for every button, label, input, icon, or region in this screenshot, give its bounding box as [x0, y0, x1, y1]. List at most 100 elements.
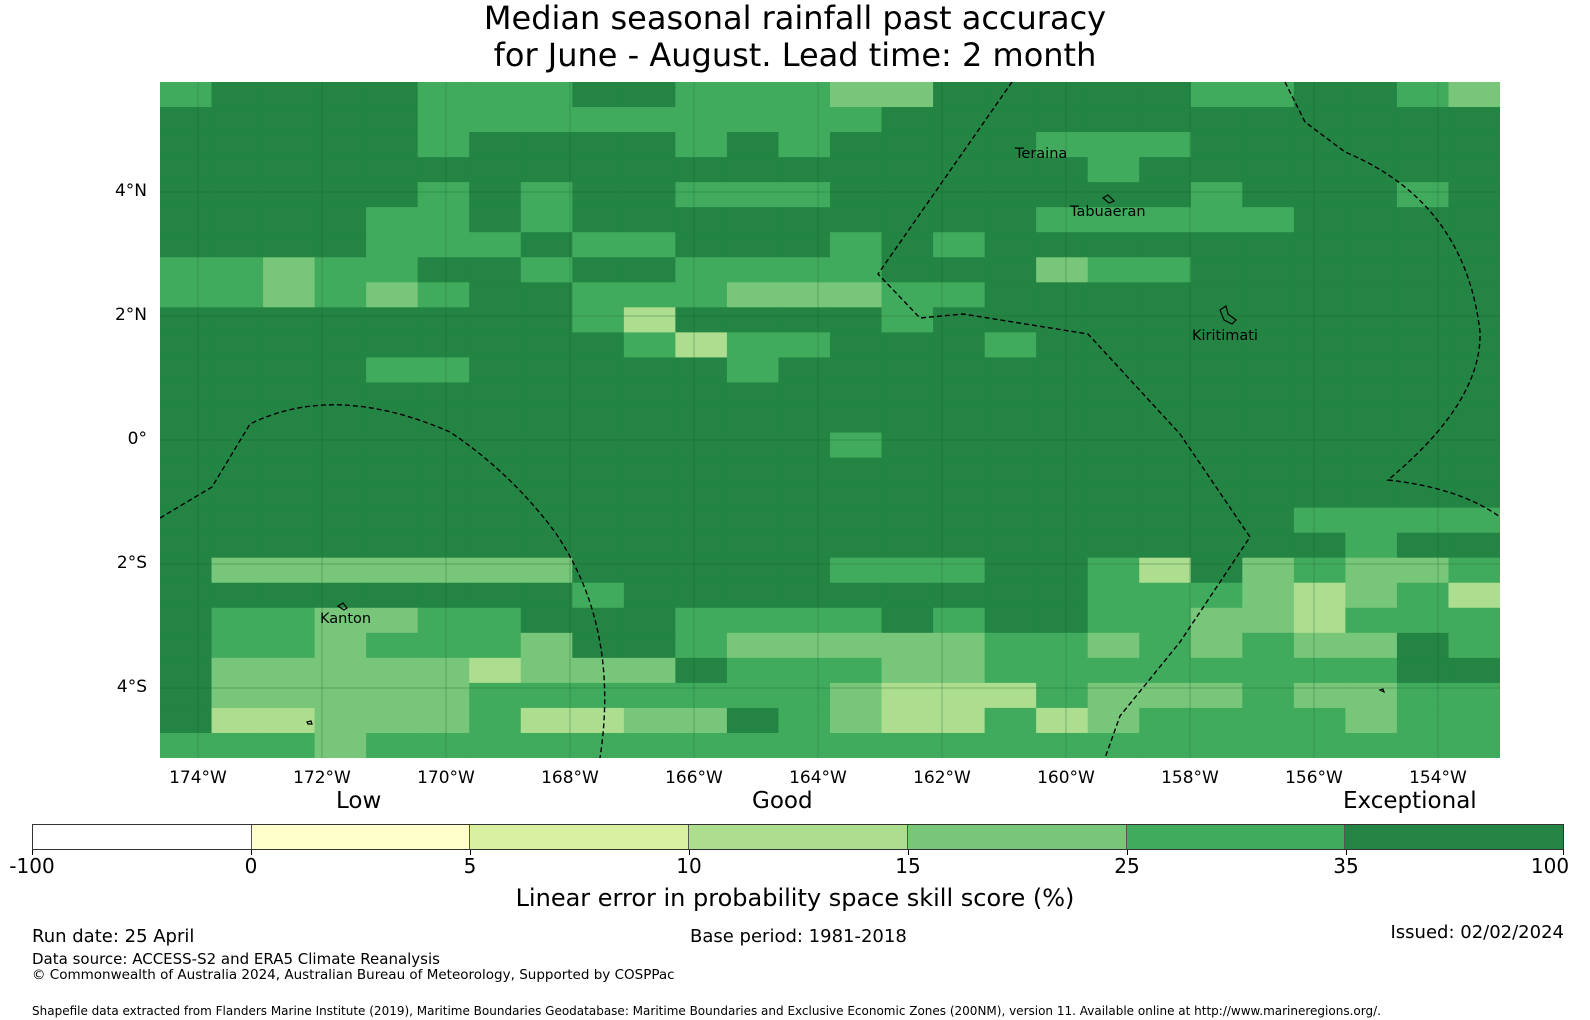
- grid-cell: [1293, 407, 1346, 434]
- category-good: Good: [752, 788, 813, 814]
- grid-cell: [263, 382, 316, 409]
- grid-cell: [263, 707, 316, 734]
- grid-cell: [469, 157, 522, 183]
- grid-cell: [520, 282, 573, 308]
- grid-cell: [520, 682, 573, 709]
- grid-cell: [830, 182, 883, 208]
- grid-cell: [933, 632, 986, 659]
- kiribati-line-islands-eez-east: [1284, 82, 1500, 518]
- grid-cell: [263, 482, 316, 509]
- grid-cell: [623, 357, 676, 384]
- grid-cell: [469, 557, 522, 584]
- grid-cell: [933, 657, 986, 684]
- grid-cell: [1345, 307, 1398, 333]
- grid-cell: [211, 457, 264, 484]
- grid-cell: [933, 257, 986, 283]
- grid-cell: [1139, 532, 1192, 559]
- grid-cell: [1448, 732, 1500, 758]
- grid-cell: [881, 457, 934, 484]
- grid-cell: [1396, 482, 1450, 509]
- copyright: © Commonwealth of Australia 2024, Austra…: [32, 967, 675, 983]
- grid-cell: [778, 657, 831, 684]
- kiritimati-outline: [1219, 305, 1237, 325]
- grid-cell: [830, 607, 883, 634]
- grid-cell: [675, 482, 728, 509]
- grid-cell: [417, 257, 470, 283]
- grid-cell: [520, 107, 573, 133]
- colorbar-segment-7: [1345, 825, 1564, 849]
- grid-cell: [675, 282, 728, 308]
- grid-cell: [1087, 407, 1140, 434]
- grid-cell: [1139, 207, 1192, 233]
- grid-cell: [417, 482, 470, 509]
- grid-cell: [778, 332, 831, 359]
- grid-cell: [623, 332, 676, 359]
- grid-cell: [1293, 632, 1346, 659]
- grid-cell: [984, 382, 1037, 409]
- grid-cell: [984, 207, 1037, 233]
- grid-cell: [1190, 257, 1243, 283]
- grid-cell: [263, 407, 316, 434]
- grid-cell: [160, 532, 213, 559]
- grid-cell: [726, 732, 780, 758]
- grid-cell: [1396, 282, 1450, 308]
- grid-cell: [778, 507, 831, 534]
- grid-cell: [1190, 357, 1243, 384]
- data-source: Data source: ACCESS-S2 and ERA5 Climate …: [32, 950, 440, 968]
- grid-cell: [778, 532, 831, 559]
- grid-cell: [830, 632, 883, 659]
- grid-cell: [984, 582, 1037, 609]
- grid-cell: [314, 332, 367, 359]
- grid-cell: [520, 357, 573, 384]
- grid-cell: [160, 507, 213, 534]
- grid-cell: [160, 682, 213, 709]
- grid-cell: [1036, 407, 1089, 434]
- grid-cell: [726, 82, 780, 108]
- grid-cell: [1293, 282, 1346, 308]
- grid-cell: [1293, 182, 1346, 208]
- colorbar-tick-25: 25: [1114, 854, 1140, 878]
- place-names: Teraina Tabuaeran Kiritimati Kanton: [320, 146, 1258, 627]
- grid-cell: [572, 82, 625, 108]
- grid-cell: [520, 232, 573, 258]
- grid-cell: [881, 707, 934, 734]
- grid-cell: [572, 507, 625, 534]
- grid-cell: [830, 232, 883, 258]
- grid-cell: [211, 557, 264, 584]
- grid-cell: [1139, 357, 1192, 384]
- grid-cell: [1036, 582, 1089, 609]
- grid-cell: [211, 482, 264, 509]
- grid-cell: [1036, 382, 1089, 409]
- grid-cell: [417, 182, 470, 208]
- grid-cell: [1396, 232, 1450, 258]
- grid-cell: [726, 282, 780, 308]
- grid-cell: [1087, 582, 1140, 609]
- grid-cell: [933, 82, 986, 108]
- grid-cell: [675, 382, 728, 409]
- grid-cell: [881, 232, 934, 258]
- grid-cell: [263, 432, 316, 459]
- grid-cell: [263, 207, 316, 233]
- grid-cell: [263, 532, 316, 559]
- grid-cell: [1396, 332, 1450, 359]
- grid-cell: [417, 732, 470, 758]
- grid-cell: [1087, 432, 1140, 459]
- small-island-outline-2: [1378, 688, 1386, 694]
- grid-cell: [1036, 607, 1089, 634]
- grid-cell: [778, 357, 831, 384]
- colorbar-tick-0: 0: [244, 854, 258, 878]
- grid-cell: [1087, 132, 1140, 158]
- grid-cell: [1345, 357, 1398, 384]
- grid-cell: [830, 357, 883, 384]
- grid-cell: [984, 132, 1037, 158]
- grid-cell: [263, 132, 316, 158]
- grid-cell: [1448, 707, 1500, 734]
- grid-cell: [314, 557, 367, 584]
- grid-cell: [1036, 157, 1089, 183]
- grid-cell: [1087, 257, 1140, 283]
- grid-cell: [933, 482, 986, 509]
- grid-cell: [984, 282, 1037, 308]
- grid-cell: [1036, 457, 1089, 484]
- grid-cell: [1345, 157, 1398, 183]
- grid-cell: [675, 632, 728, 659]
